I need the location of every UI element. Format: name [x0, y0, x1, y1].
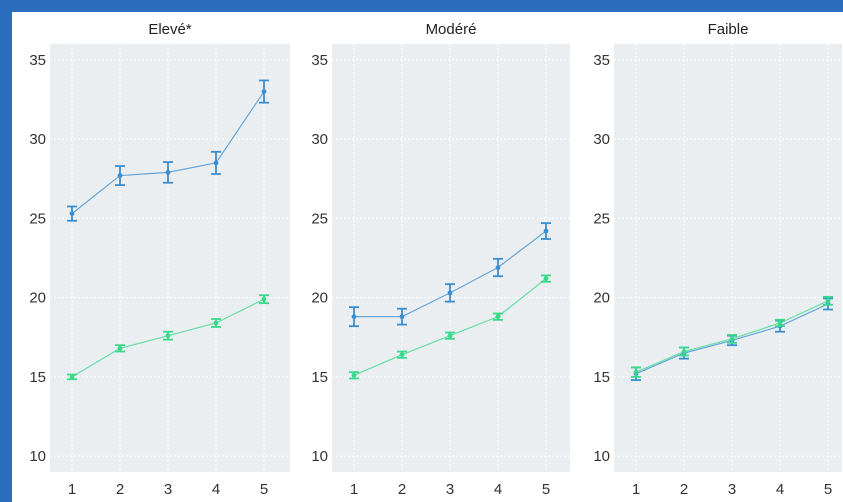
data-point	[117, 173, 123, 178]
data-point	[213, 320, 219, 326]
data-point	[729, 336, 735, 342]
x-tick-label: 4	[776, 481, 784, 498]
y-tick-label: 35	[593, 52, 610, 69]
y-tick-label: 15	[311, 369, 328, 386]
x-tick-label: 4	[212, 481, 220, 498]
data-point	[495, 314, 501, 320]
x-tick-label: 1	[350, 481, 358, 498]
data-point	[261, 89, 267, 94]
x-tick-label: 3	[446, 481, 454, 498]
y-tick-label: 30	[311, 131, 328, 148]
x-tick-label: 2	[398, 481, 406, 498]
data-point	[399, 352, 405, 358]
data-point	[543, 276, 549, 282]
y-tick-label: 10	[29, 448, 46, 465]
data-point	[399, 314, 405, 320]
panel-background	[614, 44, 842, 472]
data-point	[117, 345, 123, 351]
y-tick-label: 15	[593, 369, 610, 386]
chart-figure: Elevé* 10 15 20 25 30 35 1 2 3 4 5 Modéré 10 15 20 25 30 3…	[12, 12, 843, 502]
y-tick-label: 25	[29, 210, 46, 227]
y-tick-label: 10	[311, 448, 328, 465]
y-tick-label: 25	[593, 210, 610, 227]
data-point	[825, 298, 831, 304]
chart-panel-1: Elevé* 10 15 20 25 30 35 1 2 3 4 5	[29, 21, 290, 498]
x-tick-label: 1	[68, 481, 76, 498]
y-tick-label: 30	[593, 131, 610, 148]
series-2	[349, 274, 551, 380]
x-tick-label: 2	[680, 481, 688, 498]
panel-title: Elevé*	[148, 21, 192, 38]
x-tick-label: 3	[728, 481, 736, 498]
series-1	[67, 79, 269, 222]
x-tick-label: 5	[824, 481, 832, 498]
panel-background	[50, 44, 290, 472]
x-tick-label: 1	[632, 481, 640, 498]
x-tick-label: 5	[260, 481, 268, 498]
data-point	[351, 372, 357, 378]
chart-panel-3: Faible 10 15 20 25 30 35 1 2 3 4 5	[593, 21, 842, 498]
panel-title: Faible	[708, 21, 749, 38]
data-point	[351, 314, 357, 320]
series-1	[349, 222, 551, 328]
data-point	[777, 320, 783, 326]
data-point	[213, 160, 219, 166]
series-2	[67, 294, 269, 381]
data-point	[261, 296, 267, 302]
x-tick-label: 2	[116, 481, 124, 498]
y-tick-label: 10	[593, 448, 610, 465]
x-tick-label: 3	[164, 481, 172, 498]
x-tick-label: 4	[494, 481, 502, 498]
data-point	[165, 170, 171, 175]
y-tick-label: 20	[311, 290, 328, 307]
y-tick-label: 30	[29, 131, 46, 148]
data-point	[447, 290, 453, 296]
y-tick-label: 20	[29, 290, 46, 307]
panel-title: Modéré	[426, 21, 477, 38]
data-point	[69, 211, 75, 217]
x-tick-label: 5	[542, 481, 550, 498]
data-point	[165, 333, 171, 339]
panel-background	[332, 44, 570, 472]
data-point	[681, 349, 687, 354]
y-tick-label: 35	[29, 52, 46, 69]
chart-panel-2: Modéré 10 15 20 25 30 35 1 2 3 4 5	[311, 21, 570, 498]
y-tick-label: 25	[311, 210, 328, 227]
y-tick-label: 20	[593, 290, 610, 307]
series-2	[631, 295, 833, 378]
data-point	[633, 369, 639, 375]
data-point	[495, 265, 501, 270]
y-tick-label: 35	[311, 52, 328, 69]
data-point	[447, 333, 453, 339]
y-tick-label: 15	[29, 369, 46, 386]
data-point	[69, 374, 75, 380]
data-point	[543, 228, 549, 234]
